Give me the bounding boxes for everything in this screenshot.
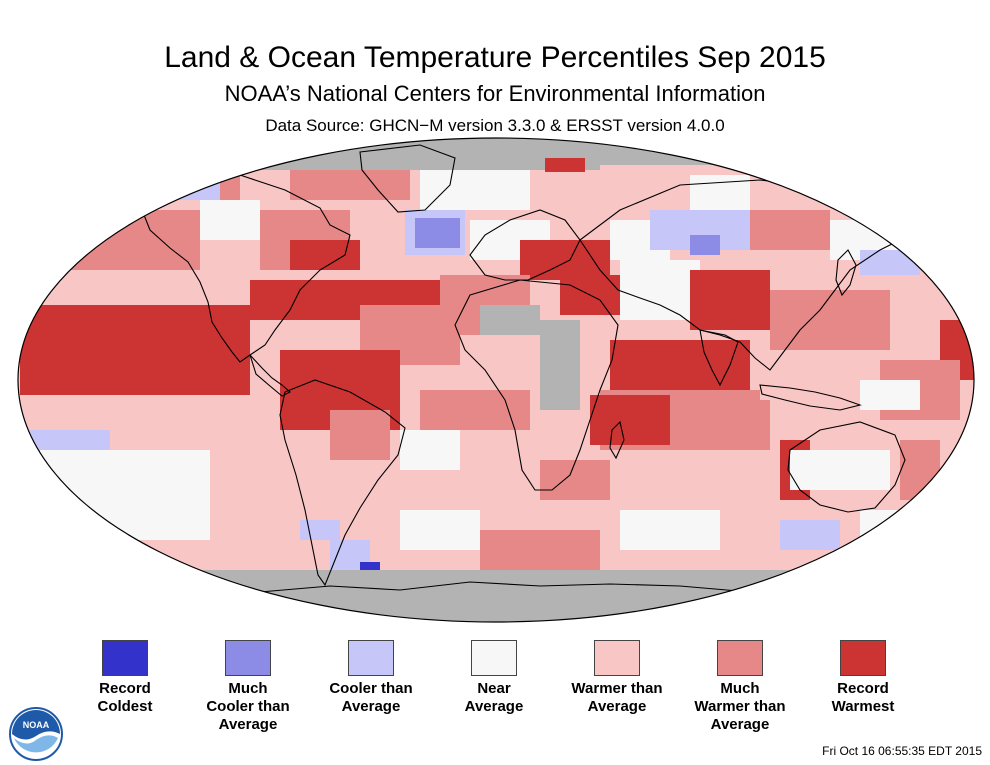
europe-outline (469, 209, 581, 281)
legend-swatch (840, 640, 886, 676)
legend-label-line: Much (228, 680, 268, 697)
legend-swatch (102, 640, 148, 676)
legend-label-line: Much (720, 680, 760, 697)
legend-label-line: Near (477, 680, 511, 697)
grid-cell (620, 260, 700, 320)
legend-label-line: Average (218, 716, 278, 733)
india-outline (699, 329, 739, 387)
legend-label: Much Cooler than Average (183, 680, 313, 734)
legend-label-line: Average (587, 698, 647, 715)
grid-cell (170, 178, 220, 200)
grid-cell (590, 395, 670, 445)
noaa-logo-icon: NOAA (9, 707, 63, 761)
grid-cell (760, 360, 850, 400)
generation-timestamp: Fri Oct 16 06:55:35 EDT 2015 (822, 744, 982, 758)
legend-label-line: Record (99, 680, 151, 697)
grid-cell (18, 570, 974, 622)
grid-cell (330, 410, 390, 460)
legend-label: Warmer than Average (552, 680, 682, 716)
grid-cell (200, 200, 260, 240)
legend-label-line: Cooler than (329, 680, 413, 697)
legend-label-line: Warmer than (694, 698, 786, 715)
grid-cell (540, 320, 580, 410)
legend-label-line: Warmest (831, 698, 895, 715)
grid-cell (620, 510, 720, 550)
australia-outline (787, 421, 906, 513)
south-america-outline (279, 379, 406, 587)
legend-label-line: Cooler than (206, 698, 290, 715)
africa-outline (454, 279, 619, 491)
grid-cell (290, 240, 360, 270)
grid-cell (400, 430, 460, 470)
legend-label: Much Warmer than Average (675, 680, 805, 734)
new-zealand-outline (937, 494, 957, 536)
legend-label: Record Warmest (798, 680, 928, 716)
logo-bird-icon (12, 710, 60, 740)
grid-cell (860, 250, 920, 275)
legend-label-line: Coldest (97, 698, 153, 715)
world-percentile-map (17, 137, 975, 623)
legend-label: Record Coldest (60, 680, 190, 716)
legend-swatch (348, 640, 394, 676)
legend-swatch (471, 640, 517, 676)
greenland-outline (359, 144, 456, 213)
grid-cell (750, 210, 830, 250)
globe-border (17, 137, 975, 623)
japan-outline (835, 249, 857, 297)
grid-cell (20, 305, 250, 395)
grid-cell (610, 340, 750, 390)
grid-cell (420, 170, 530, 210)
grid-cell (415, 218, 460, 248)
grid-cell (480, 305, 540, 335)
legend-label: Near Average (429, 680, 559, 716)
percentile-grid-cells (18, 138, 974, 622)
grid-cell (690, 270, 770, 330)
legend-label-line: Average (710, 716, 770, 733)
grid-cell (40, 210, 200, 270)
central-america-outline (249, 354, 291, 397)
grid-cell (540, 460, 610, 500)
indonesia-outline (759, 384, 862, 411)
grid-cell (770, 290, 890, 350)
grid-cell (210, 440, 310, 500)
grid-cell (400, 510, 480, 550)
grid-cell (860, 380, 920, 410)
grid-cell (290, 170, 410, 200)
legend-swatch (594, 640, 640, 676)
grid-cell (480, 530, 600, 570)
legend-label-line: Record (837, 680, 889, 697)
legend-label-line: Average (341, 698, 401, 715)
grid-cell (690, 235, 720, 255)
madagascar-outline (609, 420, 625, 460)
map-title: Land & Ocean Temperature Percentiles Sep… (164, 41, 826, 74)
legend-label-line: Warmer than (571, 680, 663, 697)
grid-cell (780, 520, 840, 550)
legend-label: Cooler than Average (306, 680, 436, 716)
logo-wave-icon (14, 735, 58, 753)
grid-cell (18, 138, 974, 170)
grid-cell (545, 158, 585, 172)
data-source-line: Data Source: GHCN−M version 3.3.0 & ERSS… (265, 116, 725, 135)
legend-swatch (225, 640, 271, 676)
north-america-outline (141, 171, 351, 363)
logo-text: NOAA (23, 720, 50, 730)
grid-cell (90, 490, 210, 540)
map-subtitle: NOAA’s National Centers for Environmenta… (224, 81, 766, 106)
grid-cell (520, 240, 610, 280)
grid-cell (790, 450, 890, 490)
legend-swatch (717, 640, 763, 676)
legend-label-line: Average (464, 698, 524, 715)
grid-cell (120, 170, 240, 200)
grid-cell (420, 390, 530, 430)
grid-cell (300, 520, 340, 540)
